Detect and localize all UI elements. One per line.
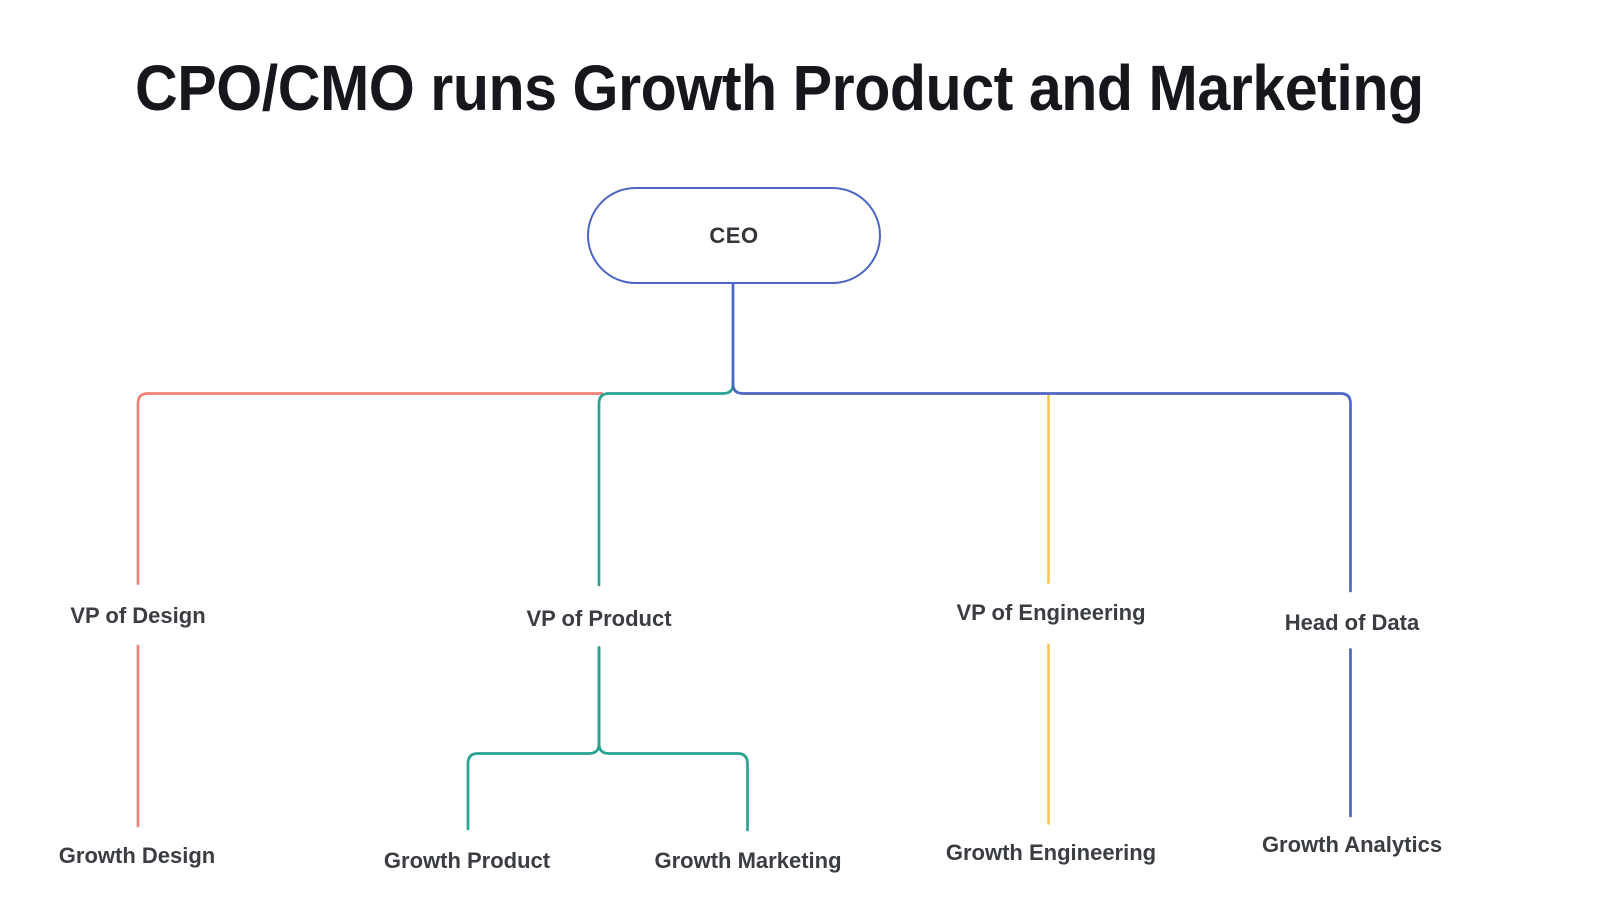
node-growth-product[interactable]: Growth Product	[383, 848, 551, 873]
node-head-of-data[interactable]: Head of Data	[1284, 610, 1420, 635]
node-growth-marketing[interactable]: Growth Marketing	[654, 848, 842, 873]
node-growth-design[interactable]: Growth Design	[58, 843, 216, 868]
node-ceo-label: CEO	[709, 222, 759, 248]
edge-vp-product-growth-marketing	[597, 646, 749, 832]
edge-ceo-head-data	[731, 282, 1352, 593]
edge-vp-product-growth-product	[466, 646, 601, 831]
edge-ceo-vp-product	[597, 377, 735, 587]
node-growth-analytics[interactable]: Growth Analytics	[1261, 832, 1443, 857]
page-title: CPO/CMO runs Growth Product and Marketin…	[135, 52, 1424, 124]
node-vp-of-design[interactable]: VP of Design	[70, 603, 206, 628]
node-ceo[interactable]: CEO	[587, 187, 881, 284]
node-vp-of-engineering[interactable]: VP of Engineering	[956, 600, 1146, 625]
edge-ceo-vp-design	[136, 392, 604, 585]
node-vp-of-product[interactable]: VP of Product	[526, 606, 672, 631]
node-growth-engineering[interactable]: Growth Engineering	[945, 840, 1157, 865]
